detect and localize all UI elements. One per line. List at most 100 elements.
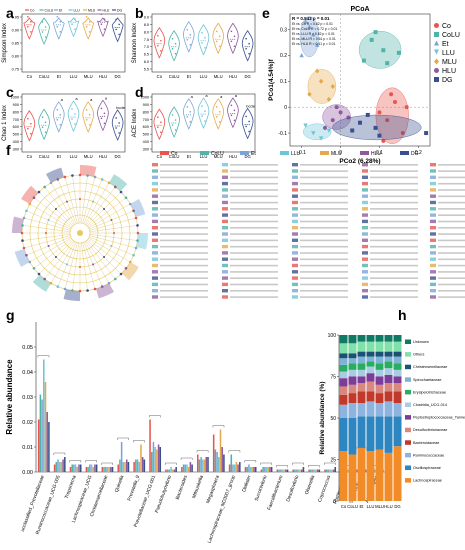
scatter-point	[307, 91, 312, 97]
stack-segment	[339, 404, 348, 418]
clade-branch	[81, 242, 88, 291]
clade-sector	[46, 167, 65, 183]
key-swatch	[430, 213, 436, 217]
bar-Et	[41, 399, 43, 472]
data-point	[189, 121, 192, 123]
stack-segment	[357, 376, 366, 384]
data-point	[248, 130, 250, 133]
key-swatch	[362, 181, 368, 186]
data-point	[59, 124, 62, 126]
stack-segment	[393, 363, 402, 370]
bar-Co	[85, 467, 88, 472]
data-point	[44, 121, 47, 124]
violin-LLU	[197, 24, 210, 56]
data-point	[186, 116, 189, 118]
data-point	[74, 28, 76, 31]
key-swatch	[362, 263, 368, 268]
key-text-line	[160, 239, 208, 242]
x-tick-label: Quinella	[114, 474, 126, 493]
key-swatch	[292, 289, 298, 293]
key-swatch	[292, 251, 298, 255]
clade-node	[43, 185, 46, 189]
bar-LLU	[281, 469, 284, 472]
x-tick-label: Co	[27, 74, 33, 79]
stack-segment	[375, 341, 384, 352]
legend-label: HLU	[371, 151, 381, 157]
scatter-point	[303, 19, 308, 24]
data-point	[103, 18, 106, 21]
bar-DG	[239, 462, 241, 472]
data-point	[56, 119, 59, 121]
key-text-line	[370, 208, 418, 210]
key-swatch	[292, 169, 298, 173]
key-swatch	[222, 263, 228, 268]
data-point	[189, 34, 192, 36]
stack-segment	[384, 401, 393, 417]
x-tick-label: Bacteroides	[175, 474, 190, 500]
key-swatch	[222, 181, 228, 186]
key-swatch	[292, 163, 298, 167]
key-text-line	[230, 245, 278, 248]
clade-node	[136, 239, 139, 242]
key-swatch	[292, 238, 298, 242]
significance-label: bcde	[246, 103, 255, 108]
clade-sector	[63, 289, 80, 301]
data-point	[118, 33, 120, 36]
bar-CoLU	[119, 459, 121, 472]
x-tick-label: Co	[157, 154, 163, 159]
scatter-point	[400, 131, 405, 136]
significance-bracket	[196, 450, 209, 453]
clade-branch	[88, 203, 131, 229]
key-text-line	[438, 182, 465, 185]
y-tick-label: 0.02	[22, 420, 33, 426]
scatter-point	[373, 30, 378, 35]
stack-segment	[357, 416, 366, 448]
x-tick-label: DG	[245, 74, 251, 79]
scatter-point	[358, 120, 362, 125]
key-text-line	[230, 189, 278, 191]
bar-Et	[73, 464, 75, 472]
key-text-line	[438, 195, 465, 198]
bar-MLU	[108, 467, 110, 472]
data-point	[44, 26, 47, 28]
scatter-point	[373, 125, 378, 130]
bar-HLU	[46, 412, 48, 472]
scatter-point	[385, 118, 390, 123]
clade-node	[107, 281, 111, 285]
y-tick-label: 500	[13, 133, 19, 137]
key-text-line	[438, 252, 465, 254]
key-text-line	[230, 290, 278, 292]
clade-node	[65, 200, 68, 203]
key-text-line	[438, 239, 465, 242]
key-swatch	[222, 282, 228, 287]
clade-node	[103, 207, 106, 210]
significance-bracket	[133, 440, 145, 443]
legend-swatch	[360, 151, 369, 155]
scatter-point	[330, 83, 335, 89]
key-swatch	[222, 244, 228, 249]
key-text-line	[230, 264, 278, 267]
x-tick-label: LLU	[200, 74, 208, 79]
bar-HLU	[157, 444, 160, 472]
bar-LLU	[233, 464, 236, 472]
bar-DG	[159, 447, 162, 472]
key-text-line	[160, 208, 208, 210]
bar-MLU	[60, 462, 63, 472]
stack-segment	[348, 403, 357, 418]
clade-sector	[130, 199, 146, 218]
scatter-point	[381, 48, 386, 53]
x-tick-label: MLU	[375, 504, 384, 509]
bar-Co	[149, 419, 151, 472]
key-text-line	[438, 258, 465, 261]
clade-node	[56, 178, 60, 181]
key-swatch	[292, 175, 298, 179]
y-tick-label: 0.05	[22, 345, 33, 351]
stats-annotation: R = 0.543 p = 0.01	[292, 16, 330, 21]
clade-node	[71, 289, 74, 292]
clade-node	[54, 207, 57, 210]
key-swatch	[222, 163, 228, 167]
key-swatch	[152, 226, 158, 230]
clade-node	[128, 260, 132, 264]
bar-HLU	[332, 469, 335, 472]
violin-chart-b: Shannon Index 9.0 8.5 8.0 7.5 7.0 6.5 6.0 5.5 Co C…	[132, 13, 256, 79]
